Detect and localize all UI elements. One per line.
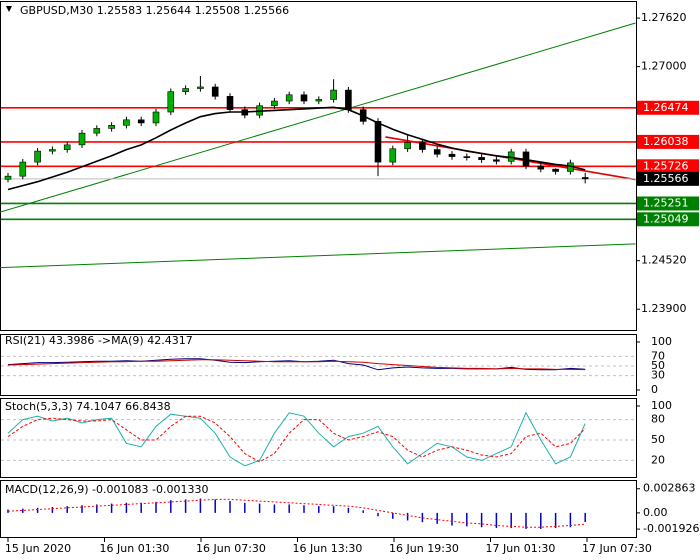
indicator-line [7, 415, 586, 463]
y-tick-label: 50 [651, 433, 665, 446]
candle-body [137, 119, 145, 124]
y-tick-label: 30 [651, 369, 665, 382]
candle-body [285, 94, 293, 102]
y-tick-label: -0.001926 [643, 522, 699, 535]
candle-body [463, 156, 471, 158]
y-tick-label: 70 [651, 349, 665, 362]
y-tick-label: 80 [651, 413, 665, 426]
level-label-box [637, 159, 699, 174]
candle-body [300, 94, 308, 102]
indicator-line [7, 359, 586, 371]
candle-body [78, 132, 86, 146]
stoch-panel [0, 398, 637, 478]
candle-body [345, 89, 352, 110]
x-tick-label: 17 Jun 01:30 [486, 542, 556, 555]
candle-body [478, 157, 485, 161]
level-label: 1.25251 [643, 196, 689, 209]
y-tick-label: 100 [651, 399, 672, 412]
candle-body [448, 153, 456, 157]
candle-body [271, 100, 278, 107]
candle-body [108, 125, 115, 129]
candle-body [374, 121, 382, 163]
panel-title: RSI(21) 43.3986 ->MA(9) 42.4317 [5, 334, 193, 347]
x-tick-label: 16 Jun 13:30 [293, 542, 363, 555]
signal-line [7, 498, 586, 528]
symbol-icon [6, 6, 12, 12]
candle-body [419, 142, 426, 150]
y-tick-label: 1.24520 [641, 254, 687, 267]
current-price-box [637, 171, 699, 186]
candle-body [182, 88, 189, 92]
y-tick-label: 0.002863 [643, 482, 696, 495]
candle-body [123, 119, 130, 126]
level-label-box [637, 134, 699, 149]
candle-body [493, 159, 500, 162]
y-tick-label: 100 [651, 335, 672, 348]
candle-body [34, 150, 41, 163]
candle-body [197, 86, 204, 89]
y-tick-label: 1.27000 [641, 60, 687, 73]
candle-body [4, 175, 12, 180]
candle-body [19, 161, 27, 177]
candle-body [63, 144, 71, 150]
level-label-box [637, 196, 699, 211]
x-tick-label: 15 Jun 2020 [5, 542, 71, 555]
candle-body [93, 128, 101, 134]
y-tick-label: 20 [651, 453, 665, 466]
level-label: 1.26038 [643, 135, 689, 148]
x-tick-label: 17 Jun 07:30 [582, 542, 652, 555]
candle-body [389, 148, 397, 163]
candle-body [330, 89, 337, 100]
level-label: 1.26474 [643, 101, 689, 114]
x-tick-label: 16 Jun 19:30 [389, 542, 459, 555]
candle-body [433, 149, 441, 155]
candle-body [315, 99, 323, 102]
x-tick-label: 16 Jun 01:30 [100, 542, 170, 555]
level-label: 1.25726 [643, 159, 689, 172]
trend-line [0, 22, 636, 213]
chart-title: GBPUSD,M30 1.25583 1.25644 1.25508 1.255… [20, 4, 289, 17]
y-tick-label: 0.00 [643, 506, 668, 519]
indicator-line [7, 411, 586, 467]
current-price-label: 1.25566 [643, 172, 689, 185]
candle-body [152, 111, 160, 124]
candle-body [226, 96, 234, 110]
y-tick-label: 50 [651, 359, 665, 372]
candle-body [211, 86, 219, 97]
y-tick-label: 1.27620 [641, 11, 687, 24]
x-tick-label: 16 Jun 07:30 [196, 542, 266, 555]
y-tick-label: 1.23900 [641, 302, 687, 315]
candle-body [404, 142, 411, 150]
candle-body [537, 165, 545, 170]
level-label: 1.25049 [643, 212, 689, 225]
trend-line [0, 243, 636, 269]
panel-title: Stoch(5,3,3) 74.1047 66.8438 [5, 400, 171, 413]
candle-body [49, 149, 56, 152]
level-label-box [637, 212, 699, 227]
level-label-box [637, 100, 699, 115]
y-tick-label: 0 [651, 383, 658, 396]
candle-body [552, 168, 559, 172]
candle-body [167, 91, 175, 113]
candle-body [581, 177, 589, 180]
moving-average [7, 106, 586, 191]
rsi-panel [0, 334, 637, 396]
panel-title: MACD(12,26,9) -0.001083 -0.001330 [5, 483, 208, 496]
